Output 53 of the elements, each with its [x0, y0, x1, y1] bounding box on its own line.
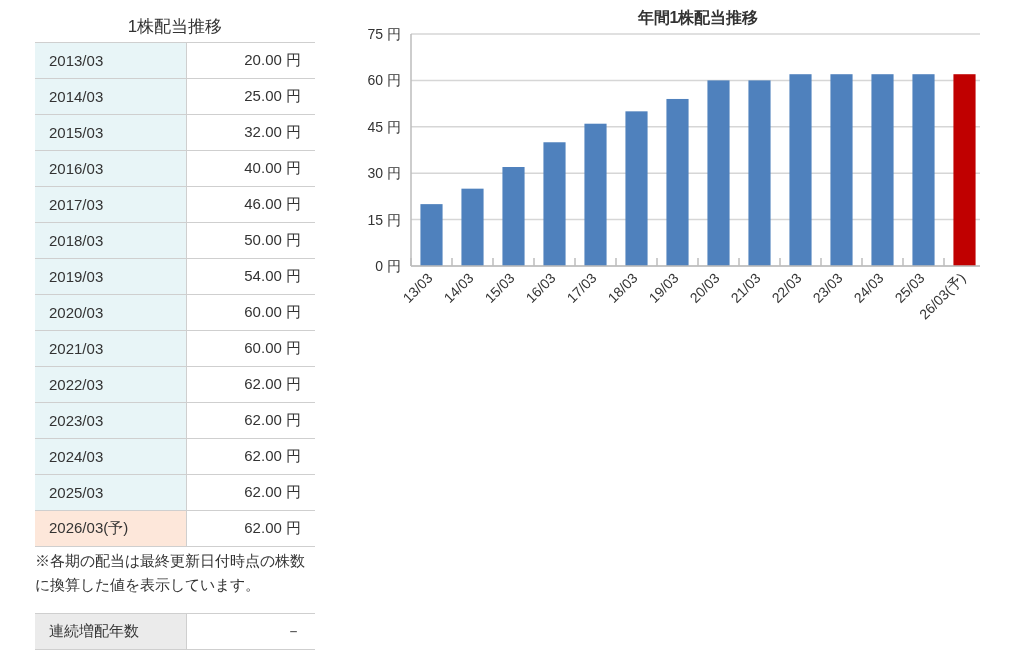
text: 20.00 円: [244, 51, 301, 68]
bar: [420, 204, 443, 266]
bar: [502, 167, 525, 266]
category-label: 2017/03: [35, 187, 187, 222]
text: ※各期の配当は最終更新日付時点の株数に換算した値を表示しています。: [35, 552, 306, 595]
text: 25.00 円: [244, 87, 301, 104]
category-label: 2022/03: [35, 367, 187, 402]
y-tick-label: 0 円: [375, 258, 401, 274]
category-label: 2026/03(予): [35, 511, 187, 546]
category-label: 2018/03: [35, 223, 187, 258]
text: 62.00 円: [244, 447, 301, 464]
bar: [666, 98, 689, 266]
text: 40.00 円: [244, 159, 301, 176]
category-label: 2014/03: [35, 79, 187, 114]
text: 46.00 円: [244, 195, 301, 212]
text: 60.00 円: [244, 339, 301, 356]
text: 60.00 円: [244, 303, 301, 320]
category-label: 連続増配年数: [35, 614, 187, 649]
text: 62.00 円: [244, 375, 301, 392]
bar: [953, 74, 976, 266]
y-tick-label: 30 円: [367, 165, 401, 182]
text: 62.00 円: [244, 483, 301, 500]
y-tick-label: 15 円: [367, 211, 401, 228]
category-label: 2021/03: [35, 331, 187, 366]
text: 32.00 円: [244, 123, 301, 140]
category-label: 2019/03: [35, 259, 187, 294]
y-tick-label: 75 円: [367, 26, 401, 42]
bar: [543, 142, 566, 266]
bar: [789, 74, 812, 266]
category-label: 2025/03: [35, 475, 187, 510]
bar: [707, 80, 730, 266]
text: 50.00 円: [244, 231, 301, 248]
chart-title: 年間1株配当推移: [636, 9, 759, 26]
category-label: 2013/03: [35, 43, 187, 78]
text: －: [286, 622, 301, 639]
bar: [461, 188, 484, 266]
category-label: 2023/03: [35, 403, 187, 438]
text: 54.00 円: [244, 267, 301, 284]
category-label: 2016/03: [35, 151, 187, 186]
bar: [871, 74, 894, 266]
category-label: 2020/03: [35, 295, 187, 330]
text: 1株配当推移: [126, 16, 224, 38]
bar: [748, 80, 771, 266]
text: 62.00 円: [244, 411, 301, 428]
bar: [830, 74, 853, 266]
bar: [912, 74, 935, 266]
text: 62.00 円: [244, 519, 301, 536]
y-tick-label: 45 円: [367, 118, 401, 135]
bar: [625, 111, 648, 266]
category-label: 2024/03: [35, 439, 187, 474]
category-label: 2015/03: [35, 115, 187, 150]
bar: [584, 123, 607, 266]
y-tick-label: 60 円: [367, 72, 401, 89]
